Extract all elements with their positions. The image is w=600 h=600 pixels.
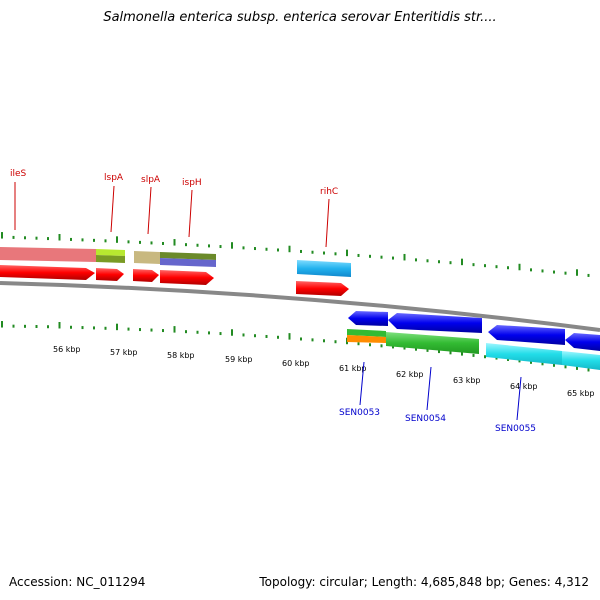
feature-bar-SEN0055[interactable] (486, 343, 562, 365)
gene-label-lspA[interactable]: lspA (104, 173, 124, 183)
gene-label-ispH[interactable]: ispH (182, 178, 202, 188)
feature-bar-rihC[interactable] (297, 260, 351, 277)
tick-label: 64 kbp (510, 382, 538, 391)
gene-label-SEN0053[interactable]: SEN0053 (339, 408, 380, 418)
map-title: Salmonella enterica subsp. enterica sero… (103, 10, 497, 25)
feature-bar-SEN0053-top[interactable] (347, 329, 386, 337)
tick-label: 63 kbp (453, 376, 481, 385)
bottom-gene-labels: SEN0053 SEN0054 SEN0055 (339, 361, 536, 434)
leader-line-SEN0055 (516, 376, 522, 421)
gene-label-rihC[interactable]: rihC (320, 187, 338, 197)
accession-label: Accession: NC_011294 (9, 575, 146, 589)
top-gene-labels: ileS lspA slpA ispH rihC (10, 169, 338, 248)
cds-arrow-SEN0053[interactable] (348, 311, 388, 326)
feature-bar-next[interactable] (562, 351, 600, 370)
leader-line-lspA (110, 185, 115, 233)
feature-bar-slpA[interactable] (134, 251, 160, 264)
cds-arrow-next[interactable] (565, 333, 600, 351)
tick-label: 57 kbp (110, 348, 138, 357)
tick-label: 58 kbp (167, 351, 195, 360)
gene-label-SEN0054[interactable]: SEN0054 (405, 414, 446, 424)
tick-label: 60 kbp (282, 359, 310, 368)
leader-line-ispH (188, 189, 193, 238)
cds-arrow-slpA[interactable] (133, 269, 159, 282)
gene-label-SEN0055[interactable]: SEN0055 (495, 424, 536, 434)
tick-label: 56 kbp (53, 345, 81, 354)
cds-arrow-lspA[interactable] (96, 268, 124, 281)
cds-arrow-ileS[interactable] (0, 265, 95, 280)
feature-bar-SEN0054[interactable] (386, 332, 479, 354)
cds-arrow-SEN0054[interactable] (388, 313, 482, 333)
feature-bar-lspA-bottom[interactable] (96, 255, 125, 263)
feature-bar-SEN0053-bottom[interactable] (347, 335, 386, 343)
genome-summary: Topology: circular; Length: 4,685,848 bp… (259, 575, 589, 589)
leader-line-rihC (325, 198, 330, 248)
tick-label: 65 kbp (567, 389, 595, 398)
outer-tick-track (1, 232, 590, 277)
feature-bar-ispH-top[interactable] (160, 252, 216, 260)
tick-label: 62 kbp (396, 370, 424, 379)
cds-arrow-ispH[interactable] (160, 270, 214, 285)
tick-label: 61 kbp (339, 364, 367, 373)
tick-label: 59 kbp (225, 355, 253, 364)
leader-line-slpA (147, 186, 152, 235)
feature-bar-lspA-top[interactable] (96, 249, 125, 256)
leader-line-SEN0053 (359, 361, 365, 406)
feature-bar-ispH-bottom[interactable] (160, 258, 216, 267)
tick-labels: 56 kbp 57 kbp 58 kbp 59 kbp 60 kbp 61 kb… (53, 345, 595, 398)
genome-backbone (0, 281, 600, 332)
gene-label-slpA[interactable]: slpA (141, 175, 161, 185)
leader-line-SEN0054 (426, 366, 432, 411)
feature-bar-ileS[interactable] (0, 247, 96, 262)
cds-arrow-SEN0055[interactable] (488, 325, 565, 345)
cds-arrow-rihC[interactable] (296, 281, 349, 296)
gene-label-ileS[interactable]: ileS (10, 169, 27, 179)
